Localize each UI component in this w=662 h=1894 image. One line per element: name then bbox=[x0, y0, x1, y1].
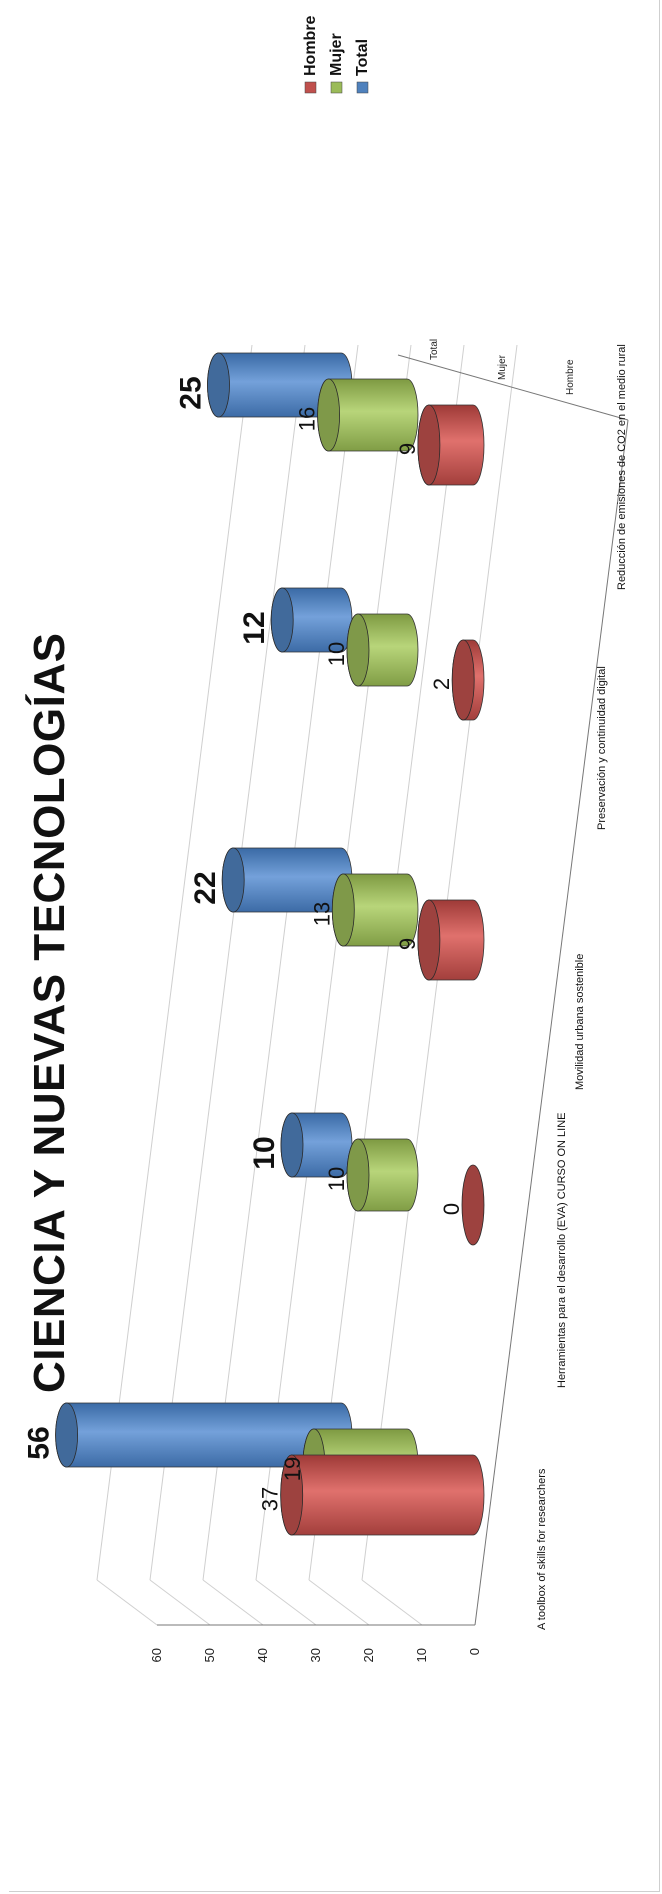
bar-total-preservacion-y-continuid bbox=[270, 587, 353, 653]
legend: Hombre Mujer Total bbox=[302, 15, 371, 94]
legend-swatch bbox=[304, 81, 317, 94]
data-label-total: 56 bbox=[23, 1426, 56, 1459]
bar-total-reduccion-de-emisiones-d bbox=[207, 352, 353, 418]
category-label: Movilidad urbana sostenible bbox=[574, 954, 586, 1090]
legend-item-mujer: Mujer bbox=[328, 33, 345, 94]
bar-hombre-movilidad-urbana-sosteni bbox=[417, 899, 485, 981]
bar-mujer-movilidad-urbana-sosteni bbox=[331, 873, 419, 947]
gridline-back bbox=[202, 344, 359, 1581]
data-label-total: 22 bbox=[189, 871, 222, 904]
legend-item-total: Total bbox=[354, 39, 371, 94]
legend-swatch bbox=[330, 81, 343, 94]
legend-label: Hombre bbox=[302, 15, 319, 76]
bar-top bbox=[417, 404, 441, 486]
bar-hombre-herramientas-para-el-des bbox=[461, 1164, 485, 1246]
data-label-hombre: 9 bbox=[395, 443, 420, 455]
legend-label: Total bbox=[354, 39, 371, 76]
depth-axis-label: Total bbox=[429, 339, 440, 360]
axes bbox=[157, 354, 629, 1626]
bar-top bbox=[270, 587, 294, 653]
depth-axis-line bbox=[397, 354, 629, 421]
data-label-hombre: 9 bbox=[395, 938, 420, 950]
gridline-side bbox=[255, 1579, 317, 1626]
gridline-back bbox=[96, 344, 253, 1581]
bar-body bbox=[280, 1454, 485, 1536]
data-label-mujer: 19 bbox=[280, 1457, 305, 1481]
legend-item-hombre: Hombre bbox=[302, 15, 319, 94]
data-label-hombre: 37 bbox=[258, 1487, 283, 1511]
bars bbox=[55, 352, 485, 1536]
y-tick-label: 50 bbox=[202, 1648, 217, 1662]
bar-top bbox=[280, 1112, 304, 1178]
category-label: Preservación y continuidad digital bbox=[596, 666, 608, 830]
y-tick-label: 40 bbox=[255, 1648, 270, 1662]
category-label: A toolbox of skills for researchers bbox=[536, 1468, 548, 1630]
gridline-side bbox=[308, 1579, 370, 1626]
bar-top bbox=[451, 639, 475, 721]
bar-top bbox=[346, 1138, 370, 1212]
bar-mujer-reduccion-de-emisiones-d bbox=[317, 378, 419, 452]
depth-axis-label: Mujer bbox=[497, 354, 508, 380]
bar-total-a-toolbox-of-skills-for- bbox=[55, 1402, 353, 1468]
chart-title: CIENCIA Y NUEVAS TECNOLOGÍAS bbox=[24, 633, 74, 1393]
bar-hombre-preservacion-y-continuid bbox=[451, 639, 485, 721]
data-label-hombre: 0 bbox=[439, 1203, 464, 1215]
bar-total-movilidad-urbana-sosteni bbox=[221, 847, 353, 913]
bar-mujer-preservacion-y-continuid bbox=[346, 613, 419, 687]
data-label-mujer: 16 bbox=[295, 407, 320, 431]
bar-mujer-herramientas-para-el-des bbox=[346, 1138, 419, 1212]
bar-top bbox=[207, 352, 230, 418]
y-tick-label: 0 bbox=[467, 1648, 482, 1655]
y-tick-label: 30 bbox=[308, 1648, 323, 1662]
gridline-back bbox=[308, 344, 465, 1581]
data-label-total: 25 bbox=[175, 376, 208, 409]
category-label: Reducción de emisiones de CO2 en el medi… bbox=[616, 344, 628, 590]
data-label-hombre: 2 bbox=[429, 678, 454, 690]
gridline-side bbox=[96, 1579, 158, 1626]
bar-total-herramientas-para-el-des bbox=[280, 1112, 353, 1178]
bar-top bbox=[280, 1454, 304, 1536]
bar-top bbox=[331, 873, 355, 947]
legend-label: Mujer bbox=[328, 33, 345, 76]
y-tick-label: 20 bbox=[361, 1648, 376, 1662]
data-label-mujer: 10 bbox=[324, 1167, 349, 1191]
value-ticks: 0 10 20 30 40 50 60 bbox=[149, 1648, 482, 1662]
y-tick-label: 60 bbox=[149, 1648, 164, 1662]
gridline-back bbox=[149, 344, 306, 1581]
legend-swatch bbox=[356, 81, 369, 94]
depth-axis-labels: Total Mujer Hombre bbox=[429, 339, 576, 395]
gridline-back bbox=[255, 344, 412, 1581]
data-labels: 56 19 37 10 10 0 22 13 9 12 10 2 25 16 9 bbox=[23, 376, 464, 1511]
data-label-mujer: 13 bbox=[309, 902, 334, 926]
bar-top bbox=[221, 847, 245, 913]
bar-top bbox=[317, 378, 341, 452]
category-axis-line bbox=[474, 419, 629, 1626]
gridline-side bbox=[361, 1579, 423, 1626]
category-label: Herramientas para el desarrollo (EVA) CU… bbox=[556, 1113, 568, 1389]
bar-top bbox=[417, 899, 441, 981]
category-labels: A toolbox of skills for researchers Herra… bbox=[536, 344, 628, 1630]
bar-hombre-a-toolbox-of-skills-for- bbox=[280, 1454, 485, 1536]
bar-top bbox=[55, 1402, 78, 1468]
depth-axis-label: Hombre bbox=[565, 359, 576, 395]
bar-top bbox=[461, 1164, 485, 1246]
gridline-side bbox=[149, 1579, 211, 1626]
gridline-side bbox=[202, 1579, 264, 1626]
data-label-mujer: 10 bbox=[324, 642, 349, 666]
y-tick-label: 10 bbox=[414, 1648, 429, 1662]
bar-hombre-reduccion-de-emisiones-d bbox=[417, 404, 485, 486]
chart-title-group: CIENCIA Y NUEVAS TECNOLOGÍAS bbox=[24, 633, 74, 1393]
data-label-total: 12 bbox=[238, 611, 271, 644]
chart-frame bbox=[9, 0, 660, 1892]
data-label-total: 10 bbox=[248, 1136, 281, 1169]
bar-top bbox=[346, 613, 370, 687]
